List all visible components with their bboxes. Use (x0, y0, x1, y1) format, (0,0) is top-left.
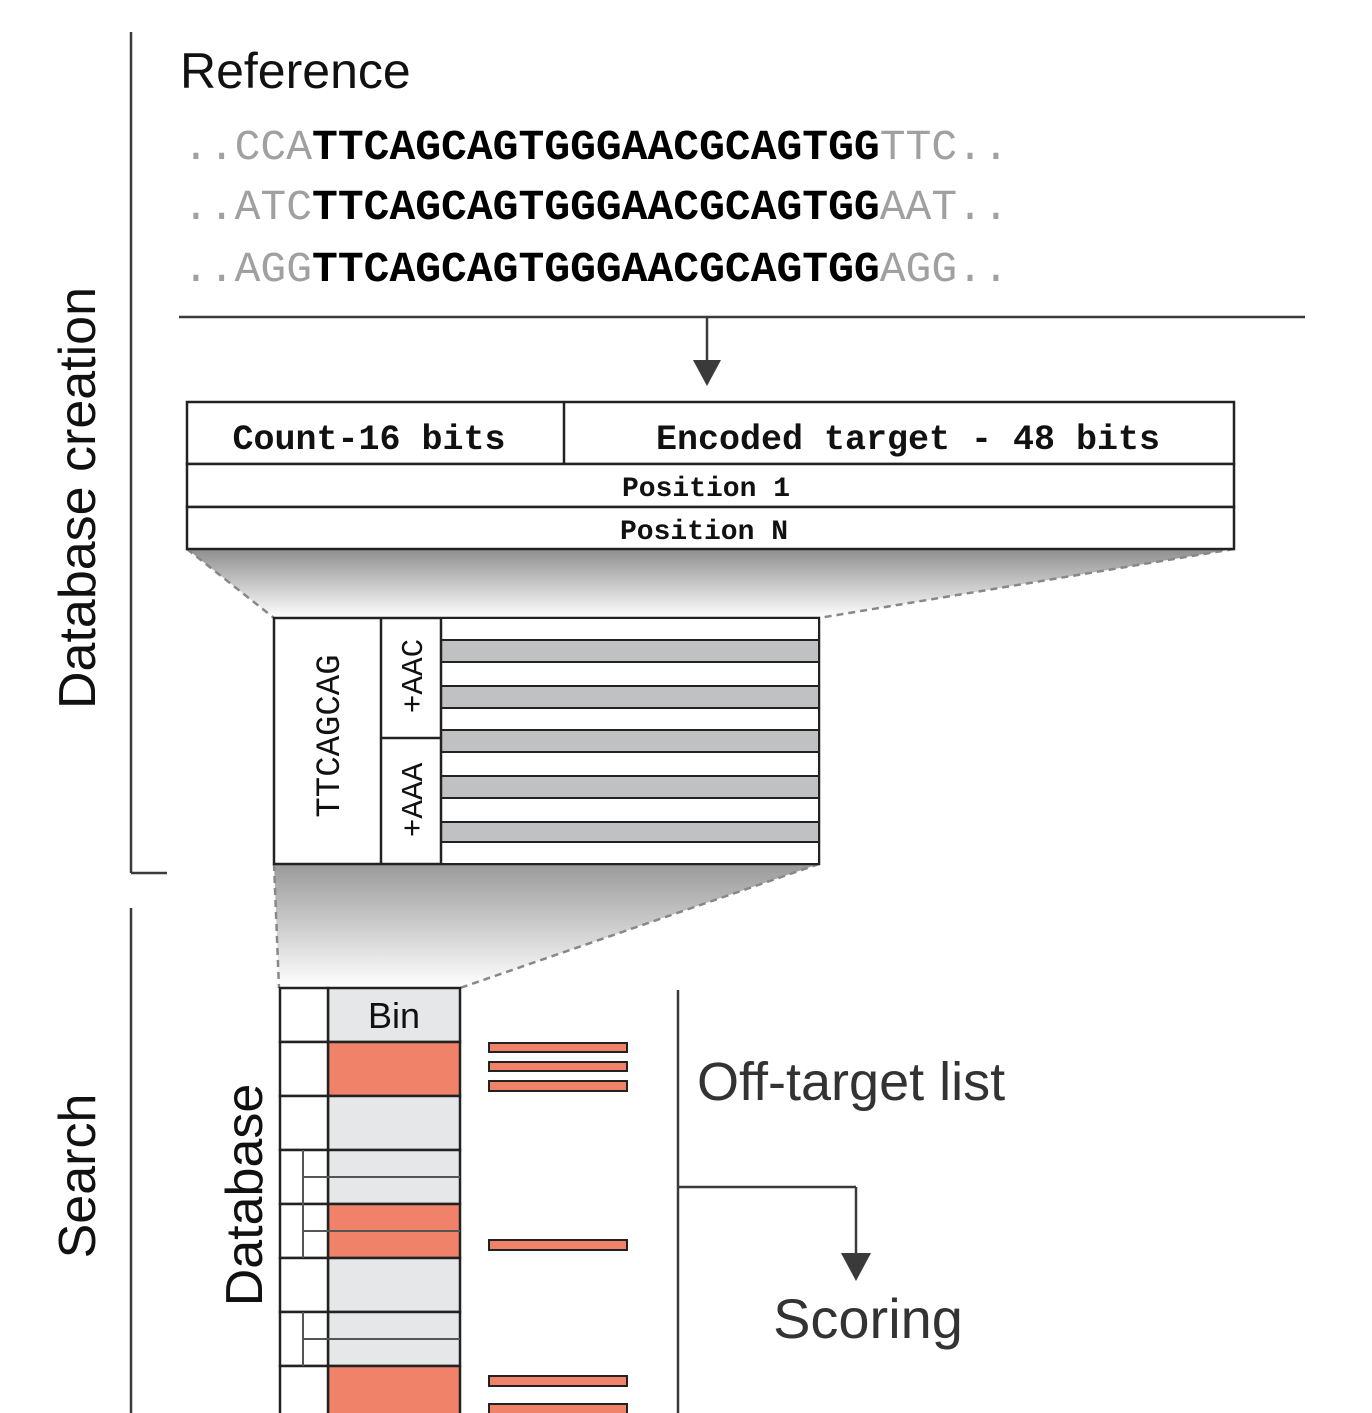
bin-header: Bin (368, 995, 420, 1036)
zoom-edge-left-lower (272, 863, 281, 989)
database-creation-label: Database creation (49, 287, 107, 709)
reference-row: ..AGGTTCAGCAGTGGGAACGCAGTGGAGG.. (183, 245, 1009, 294)
off-target-list-label: Off-target list (697, 1052, 1005, 1112)
prefix-label: TTCAGCAG (312, 654, 350, 817)
target-core: TTCAGCAGTGGGAACGCAGTGG (312, 123, 880, 172)
position-rows (440, 617, 820, 865)
flank-suffix: AAT (880, 183, 957, 232)
right-dots: .. (957, 183, 1009, 232)
reference-sequences: ..CCATTCAGCAGTGGGAACGCAGTGGTTC.. ..ATCTT… (183, 123, 1009, 294)
flank-suffix: TTC (880, 123, 957, 172)
flank-prefix: ATC (235, 183, 312, 232)
flank-prefix: AGG (235, 245, 312, 294)
flank-prefix: CCA (235, 123, 313, 172)
reference-row: ..CCATTCAGCAGTGGGAACGCAGTGGTTC.. (183, 123, 1009, 172)
search-label: Search (49, 1094, 107, 1259)
zoom-edge-right-lower (459, 862, 820, 990)
off-target-bar (488, 1239, 628, 1251)
record-box (185, 400, 1236, 551)
position-first-label: Position 1 (622, 474, 790, 505)
target-core: TTCAGCAGTGGGAACGCAGTGG (312, 245, 880, 294)
bin-detail: TTCAGCAG +AAC +AAA (272, 616, 821, 866)
off-target-bar (488, 1061, 628, 1072)
left-dots: .. (183, 123, 235, 172)
reference-row: ..ATCTTCAGCAGTGGGAACGCAGTGGAAT.. (183, 183, 1009, 232)
position-last-label: Position N (620, 517, 788, 548)
right-dots: .. (957, 245, 1009, 294)
encoded-target-label: Encoded target - 48 bits (656, 420, 1160, 460)
database-label: Database (216, 1084, 274, 1307)
count-field-label: Count-16 bits (232, 420, 505, 460)
down-arrow-icon (693, 360, 721, 386)
suffix-label-aac: +AAC (397, 639, 432, 713)
database-creation-bracket (129, 32, 167, 875)
off-target-bar (488, 1375, 628, 1387)
tree-connectors (302, 1150, 460, 1366)
off-target-bars (488, 1042, 628, 1413)
off-target-bar (488, 1080, 628, 1092)
right-dots: .. (957, 123, 1009, 172)
left-dots: .. (183, 183, 235, 232)
scoring-arrow-icon (841, 1253, 871, 1281)
suffix-label-aaa: +AAA (397, 762, 432, 837)
zoom-shade-lower (274, 864, 819, 988)
reference-title: Reference (180, 43, 411, 99)
off-target-bar (488, 1403, 628, 1413)
zoom-edge-left (186, 548, 275, 619)
zoom-edge-right (818, 547, 1235, 620)
scoring-label: Scoring (773, 1287, 963, 1350)
zoom-shade-upper (187, 549, 1234, 618)
off-target-bar (488, 1042, 628, 1053)
target-core: TTCAGCAGTGGGAACGCAGTGG (312, 183, 880, 232)
flank-suffix: AGG (880, 245, 957, 294)
left-dots: .. (183, 245, 235, 294)
search-database: Bin (278, 986, 462, 1413)
